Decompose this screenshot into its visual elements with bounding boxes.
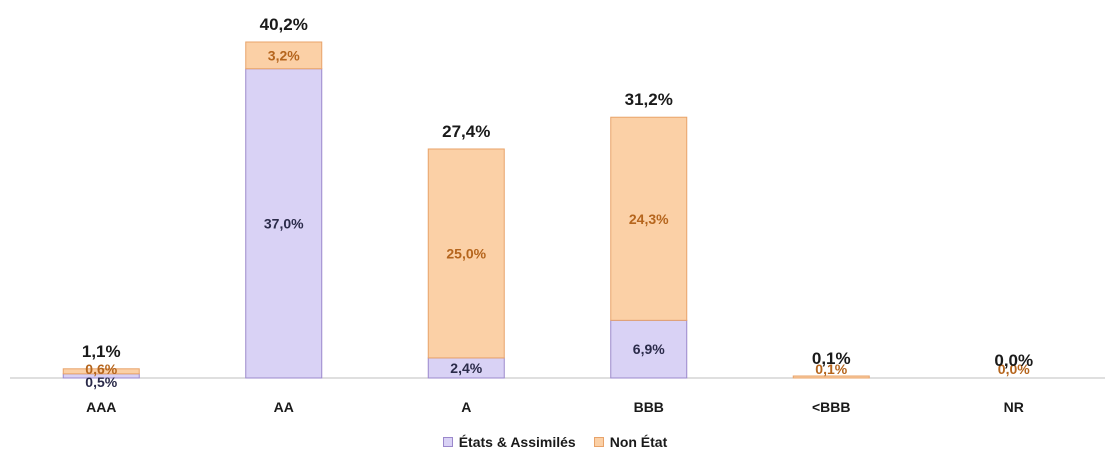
legend-label-etats: États & Assimilés bbox=[458, 434, 576, 450]
legend-item-non-etat: Non État bbox=[593, 434, 668, 450]
total-label-aa: 40,2% bbox=[260, 15, 308, 34]
total-label-bbb: 0,1% bbox=[812, 349, 851, 368]
total-label-aaa: 1,1% bbox=[82, 342, 121, 361]
total-label-bbb: 31,2% bbox=[625, 90, 673, 109]
data-label-aaa-series-0: 0,5% bbox=[85, 374, 117, 390]
data-label-aaa-series-1: 0,6% bbox=[85, 361, 117, 377]
x-tick-label-bbb: <BBB bbox=[812, 399, 851, 415]
bar-bbb-series-1 bbox=[792, 375, 870, 379]
bar-aa-series-0 bbox=[245, 68, 323, 379]
data-label-bbb-series-1: 24,3% bbox=[629, 211, 669, 227]
stacked-bar-chart: 0,5%0,6%1,1% AAA 37,0% 3,2% 40,2% AA 2,4% 25,0%… bbox=[10, 15, 1105, 415]
data-label-aa-series-0: 37,0% bbox=[264, 215, 304, 231]
total-label-a: 27,4% bbox=[442, 122, 490, 141]
chart-legend: États & Assimilés Non État bbox=[0, 432, 1110, 452]
legend-item-etats: États & Assimilés bbox=[442, 434, 576, 450]
bar-aaa-series-1 bbox=[62, 368, 140, 375]
data-label-nr-series-1: 0,0% bbox=[998, 361, 1030, 377]
data-label-a-series-0: 2,4% bbox=[450, 360, 482, 376]
x-tick-label-aa: AA bbox=[274, 399, 294, 415]
x-tick-label-bbb: BBB bbox=[634, 399, 664, 415]
data-label-bbb-series-1: 0,1% bbox=[815, 361, 847, 377]
legend-swatch-etats bbox=[442, 437, 453, 447]
legend-label-non-etat: Non État bbox=[609, 434, 668, 450]
x-tick-label-nr: NR bbox=[1004, 399, 1024, 415]
x-tick-label-a: A bbox=[461, 399, 471, 415]
x-tick-label-aaa: AAA bbox=[86, 399, 116, 415]
bar-aa-series-1 bbox=[245, 41, 323, 70]
legend-swatch-non-etat bbox=[593, 437, 604, 447]
data-label-aa-series-1: 3,2% bbox=[268, 47, 300, 63]
data-label-bbb-series-0: 6,9% bbox=[633, 341, 665, 357]
bar-a-series-1 bbox=[427, 148, 505, 359]
bar-bbb-series-1 bbox=[610, 116, 688, 321]
total-label-nr: 0,0% bbox=[994, 351, 1033, 370]
bar-bbb-series-0 bbox=[610, 319, 688, 379]
data-label-a-series-1: 25,0% bbox=[446, 245, 486, 261]
